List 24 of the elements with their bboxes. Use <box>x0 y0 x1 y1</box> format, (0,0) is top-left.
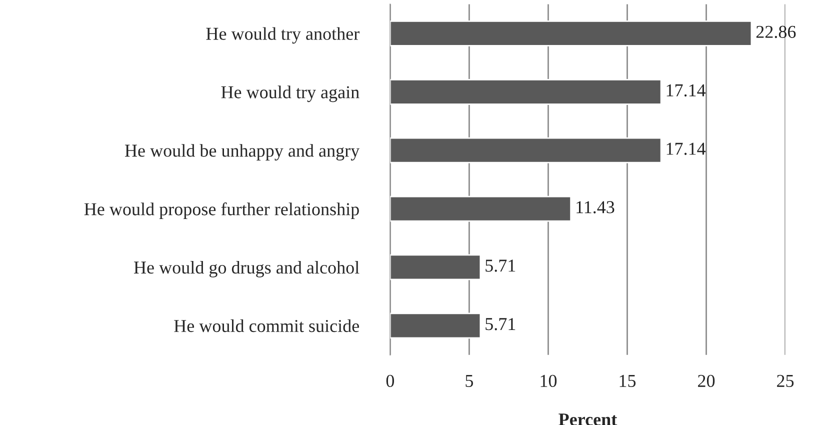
y-tick-label: He would go drugs and alcohol <box>134 260 360 278</box>
bar <box>390 20 752 46</box>
data-label: 17.14 <box>666 84 706 97</box>
y-tick-label: He would try again <box>221 86 360 102</box>
x-tick-label: 10 <box>540 374 557 388</box>
y-tick-label: He would propose further relationship <box>84 202 359 219</box>
data-label: 5.71 <box>486 260 516 272</box>
data-label: 5.71 <box>486 318 516 330</box>
x-tick-label: 25 <box>777 374 794 388</box>
data-label: 17.14 <box>666 142 706 155</box>
data-label: 11.43 <box>576 201 614 214</box>
data-label: 22.86 <box>756 26 796 38</box>
x-tick-label: 15 <box>620 374 636 388</box>
y-tick-label: He would commit suicide <box>174 319 359 332</box>
y-tick-label: He would be unhappy and angry <box>124 144 360 161</box>
x-tick-label: 20 <box>698 374 715 388</box>
bar <box>390 196 572 222</box>
x-tick-label: 5 <box>466 375 474 388</box>
y-tick-label: He would try another <box>206 27 360 44</box>
bar <box>390 78 662 105</box>
bar <box>390 254 482 280</box>
x-tick-label: 0 <box>386 374 394 388</box>
bar <box>390 312 482 339</box>
bar <box>390 137 662 164</box>
